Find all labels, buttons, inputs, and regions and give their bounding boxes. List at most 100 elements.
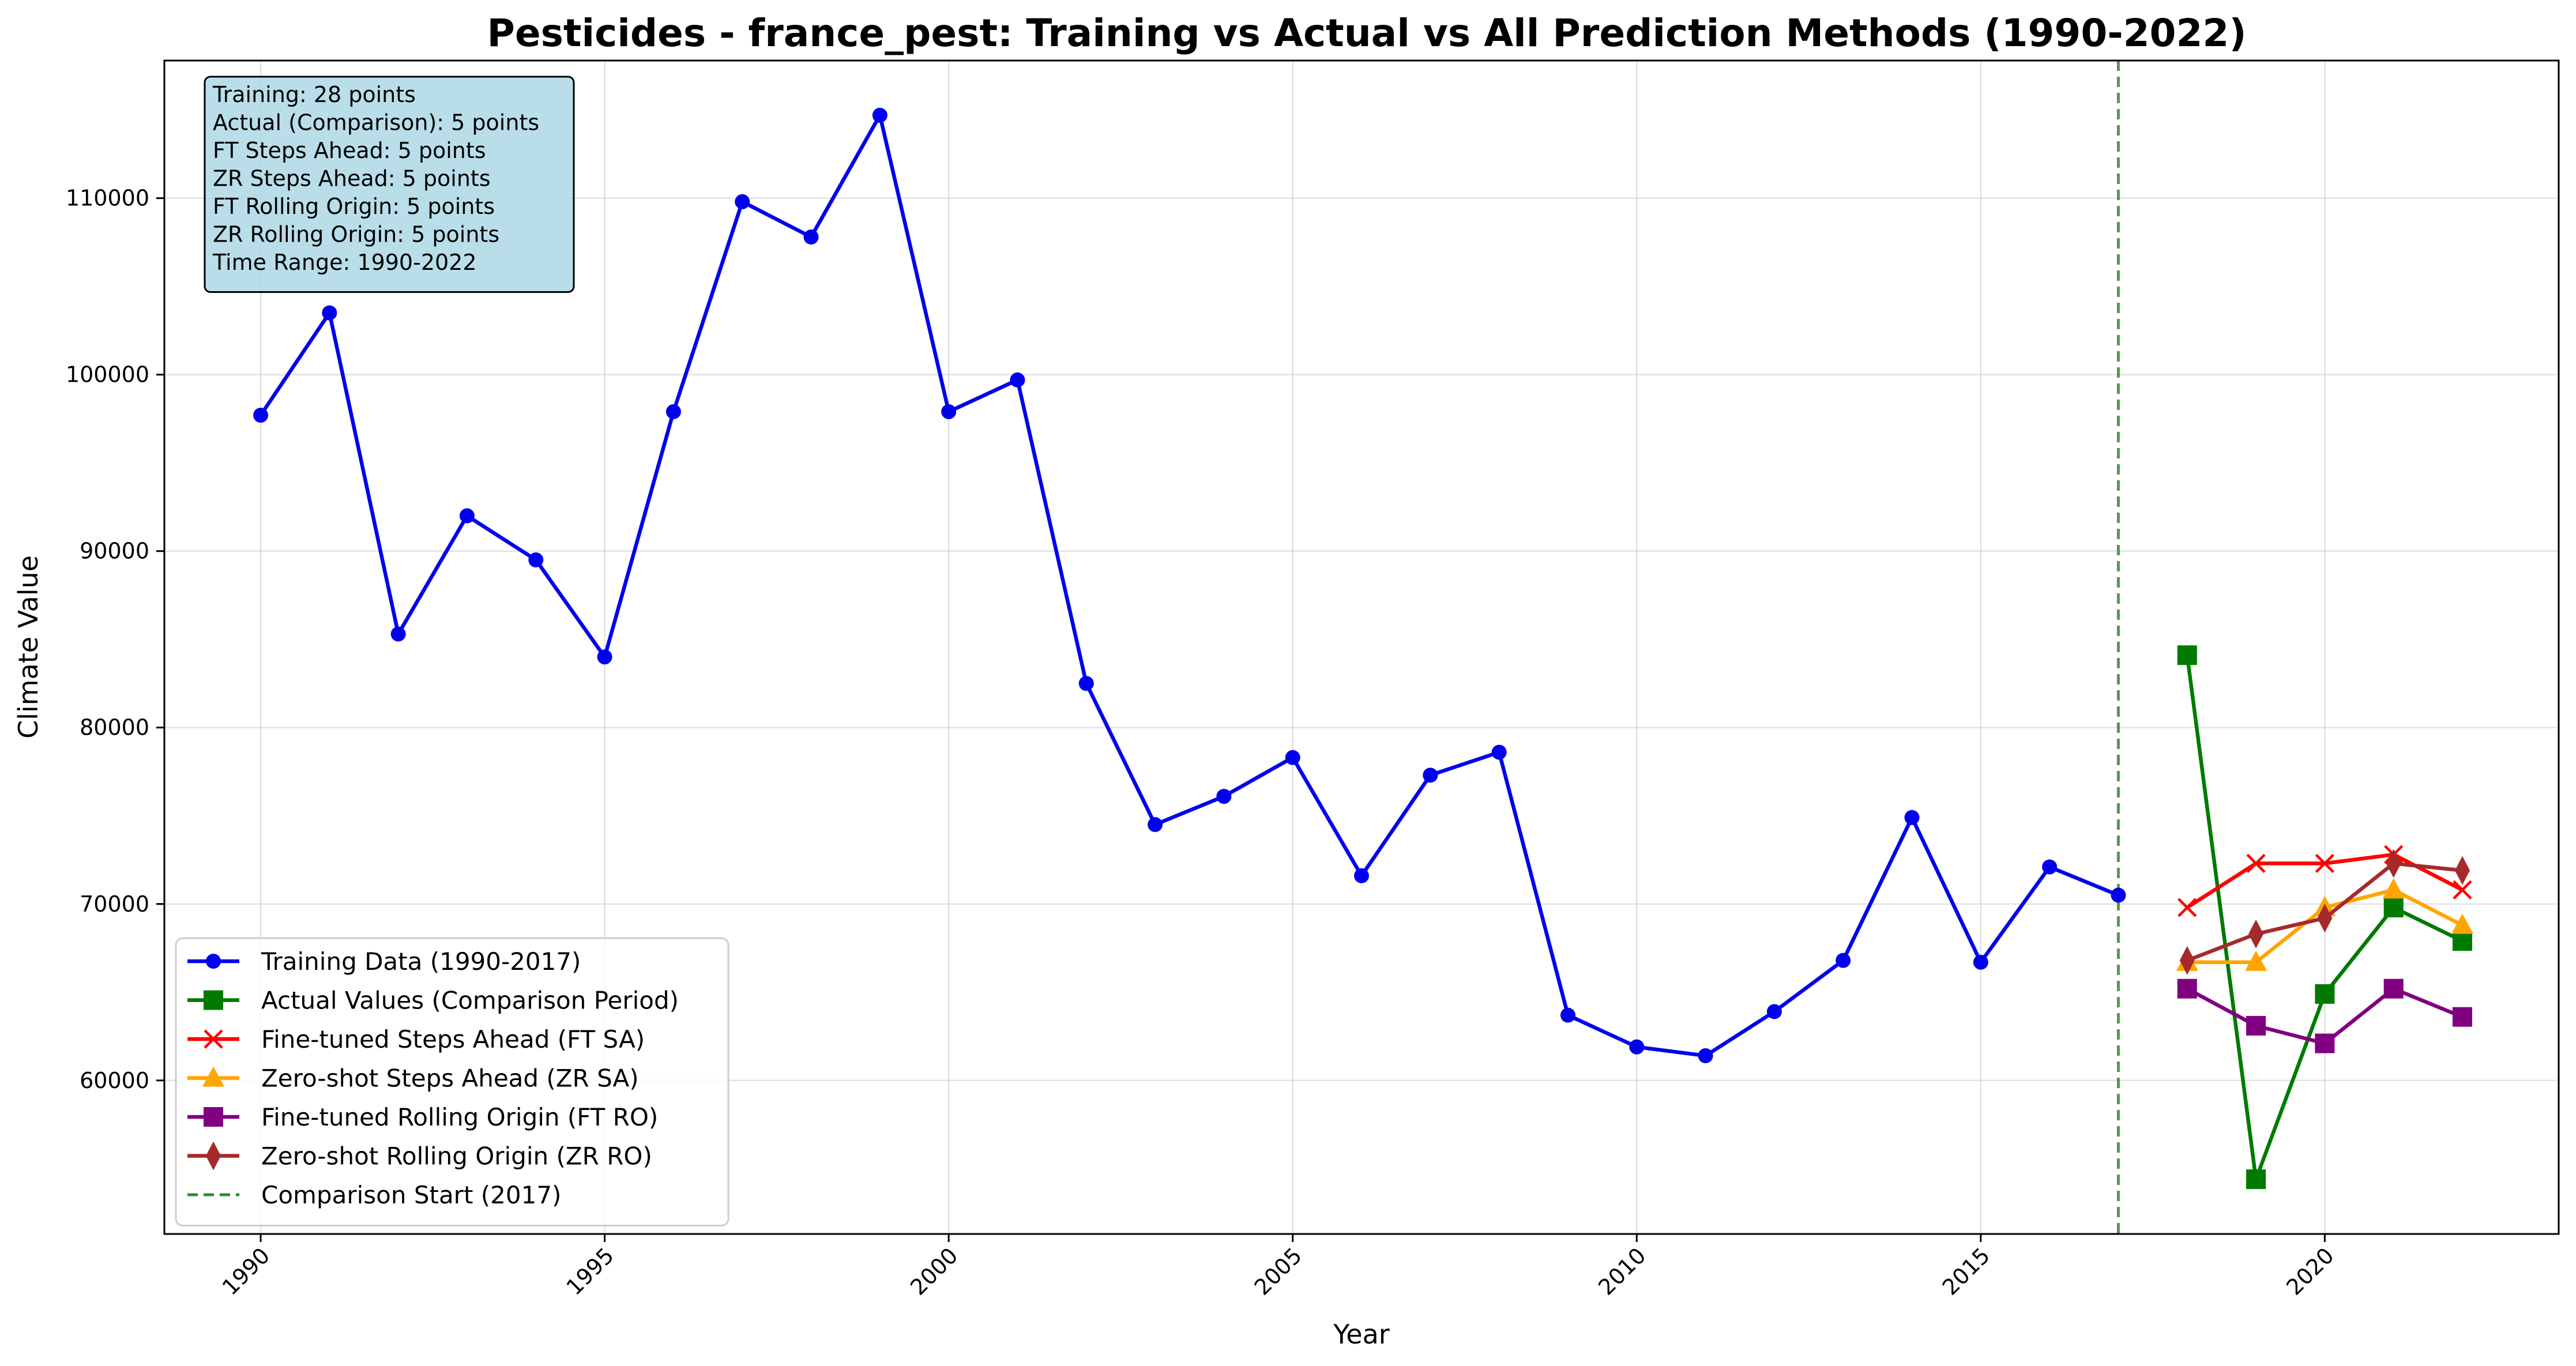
- info-box-frame: [204, 76, 575, 293]
- data-point: [1354, 868, 1369, 883]
- series-4: [2177, 979, 2472, 1053]
- data-point: [2111, 887, 2126, 903]
- legend-frame: [175, 937, 729, 1226]
- data-point: [2246, 1169, 2266, 1190]
- data-point: [322, 305, 337, 321]
- chart-title: Pesticides - france_pest: Training vs Ac…: [487, 11, 2247, 55]
- data-point: [2246, 1015, 2266, 1036]
- legend-swatch-marker: [202, 1066, 224, 1087]
- data-point: [528, 552, 544, 568]
- data-point: [2177, 979, 2197, 999]
- data-point: [1836, 953, 1851, 968]
- data-point: [1216, 789, 1232, 804]
- legend-label: Fine-tuned Steps Ahead (FT SA): [261, 1025, 645, 1053]
- data-point: [941, 404, 957, 419]
- legend-item: Actual Values (Comparison Period): [187, 987, 679, 1015]
- data-point: [2177, 645, 2197, 665]
- legend-label: Fine-tuned Rolling Origin (FT RO): [261, 1103, 658, 1131]
- data-point: [1973, 954, 1988, 970]
- legend-item: Zero-shot Steps Ahead (ZR SA): [187, 1064, 639, 1093]
- info-box-line: FT Rolling Origin: 5 points: [213, 194, 495, 219]
- data-point: [1560, 1007, 1575, 1023]
- data-point: [2317, 904, 2333, 933]
- plot-frame: [163, 59, 2560, 1235]
- data-point: [2452, 1007, 2472, 1027]
- data-point: [2451, 913, 2473, 934]
- data-point: [2245, 950, 2267, 971]
- info-box-line: Time Range: 1990-2022: [212, 250, 477, 275]
- x-marker-stroke: [2453, 880, 2472, 900]
- data-point: [2315, 1033, 2335, 1053]
- data-point: [253, 408, 269, 423]
- data-point: [597, 649, 612, 665]
- y-axis: 60000 70000 80000 90000 100000 110000: [66, 186, 164, 1093]
- data-point: [2454, 856, 2470, 885]
- legend-item: Training Data (1990-2017): [187, 947, 581, 976]
- data-point: [803, 229, 819, 245]
- data-point: [665, 404, 681, 419]
- legend-swatch-marker: [206, 954, 221, 969]
- legend-swatch-marker: [204, 1107, 223, 1127]
- series-0: [253, 107, 2126, 1063]
- data-point: [1010, 372, 1025, 387]
- data-point: [2382, 878, 2405, 899]
- info-box-line: Actual (Comparison): 5 points: [213, 110, 539, 136]
- info-box-line: Training: 28 points: [212, 82, 416, 107]
- data-point: [1698, 1048, 1713, 1063]
- y-tick-label: 80000: [80, 715, 149, 740]
- data-point: [735, 194, 750, 209]
- info-box-line: ZR Steps Ahead: 5 points: [213, 166, 491, 191]
- legend-swatch-marker: [204, 1029, 223, 1049]
- data-point: [2315, 853, 2334, 873]
- y-tick-label: 110000: [66, 186, 149, 211]
- data-point: [390, 626, 406, 642]
- legend-label: Actual Values (Comparison Period): [261, 987, 679, 1015]
- series-line: [259, 113, 2119, 1058]
- legend-item: Fine-tuned Steps Ahead (FT SA): [187, 1025, 645, 1053]
- legend-label: Zero-shot Steps Ahead (ZR SA): [261, 1064, 639, 1093]
- y-axis-label: Climate Value: [13, 555, 44, 739]
- data-point: [1629, 1039, 1645, 1055]
- data-point: [2453, 880, 2472, 900]
- data-point: [2383, 897, 2404, 917]
- x-marker-stroke: [2315, 853, 2334, 873]
- series-layer: [253, 107, 2473, 1190]
- data-point: [2178, 898, 2197, 917]
- data-point: [872, 107, 888, 123]
- y-tick-label: 90000: [80, 539, 149, 564]
- legend-label: Comparison Start (2017): [261, 1181, 561, 1209]
- y-tick-label: 60000: [80, 1068, 149, 1093]
- data-point: [2315, 984, 2335, 1004]
- legend-item: Zero-shot Rolling Origin (ZR RO): [187, 1141, 652, 1171]
- data-point: [2179, 946, 2195, 975]
- x-marker-stroke: [2246, 853, 2266, 873]
- legend-swatch-marker: [204, 990, 223, 1010]
- data-point: [2386, 849, 2401, 878]
- series-1: [2177, 645, 2472, 1190]
- data-point: [2248, 919, 2264, 949]
- x-marker-stroke: [2178, 898, 2197, 917]
- series-5: [2179, 849, 2470, 975]
- x-axis-label: Year: [1333, 1319, 1389, 1350]
- data-point: [1078, 676, 1094, 691]
- data-point: [1285, 750, 1300, 765]
- data-point: [1904, 810, 1920, 825]
- data-point: [459, 508, 475, 524]
- legend-item: Fine-tuned Rolling Origin (FT RO): [187, 1103, 658, 1131]
- data-point: [1491, 744, 1507, 760]
- info-box-line: FT Steps Ahead: 5 points: [213, 138, 486, 163]
- data-point: [1766, 1004, 1782, 1019]
- legend-label: Training Data (1990-2017): [261, 947, 581, 976]
- y-tick-label: 100000: [66, 362, 149, 387]
- info-box: Training: 28 points Actual (Comparison): …: [204, 76, 575, 293]
- y-tick-label: 70000: [80, 891, 149, 917]
- info-box-line: ZR Rolling Origin: 5 points: [213, 222, 499, 247]
- data-point: [1148, 817, 1163, 833]
- legend-swatch-marker: [206, 1141, 221, 1171]
- data-point: [2383, 979, 2404, 999]
- data-point: [1423, 767, 1438, 783]
- legend-label: Zero-shot Rolling Origin (ZR RO): [261, 1142, 652, 1171]
- data-point: [2452, 931, 2472, 951]
- data-point: [2246, 853, 2266, 873]
